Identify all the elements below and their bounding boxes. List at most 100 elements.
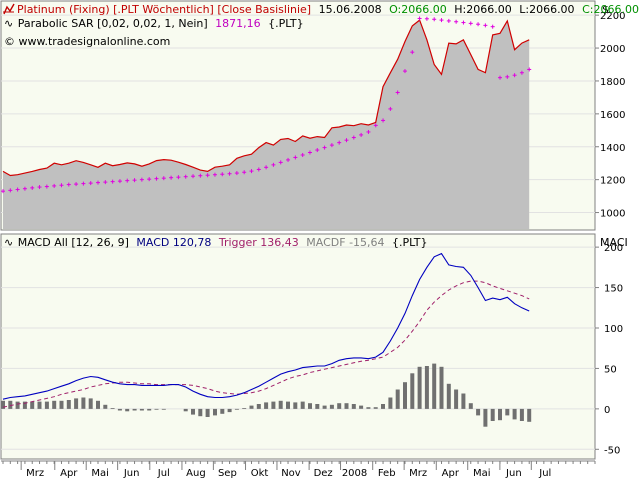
macdf-bar: [410, 373, 415, 409]
macd-y-tick-label: 50: [604, 364, 617, 375]
x-tick-label: Jul: [157, 468, 170, 479]
macd-line: [2, 252, 530, 400]
price-y-tick-label: 1600: [600, 110, 625, 121]
sar-point: [454, 19, 459, 24]
sar-point: [59, 183, 64, 188]
macdf-bar: [139, 408, 144, 411]
macdf-bar: [132, 408, 137, 411]
sar-point: [351, 135, 356, 140]
price-close-line: [2, 19, 530, 177]
sar-point: [395, 90, 400, 95]
sar-point: [96, 180, 101, 185]
sar-point: [176, 175, 181, 180]
sar-point: [74, 182, 79, 187]
sar-point: [242, 170, 247, 175]
macdf-bar: [234, 408, 239, 410]
macdf-bar: [278, 400, 283, 409]
x-tick-label: Okt: [251, 468, 269, 479]
sar-title: Parabolic SAR [0,02, 0,02, 1, Nein]: [18, 17, 208, 30]
macdf-bar: [461, 393, 466, 409]
macdf-bar: [322, 405, 327, 409]
sar-point: [110, 179, 115, 184]
sar-point: [103, 180, 108, 185]
macdf-bar: [66, 400, 71, 409]
sar-point: [337, 140, 342, 145]
sar-point: [256, 167, 261, 172]
price-legend: Platinum (Fixing) [.PLT Wöchentlich] [Cl…: [3, 3, 639, 48]
price-legend-line-2: ∿ Parabolic SAR [0,02, 0,02, 1, Nein] 18…: [4, 17, 304, 30]
macdf-value: MACDF -15,64: [306, 236, 384, 249]
copyright-text: © www.tradesignalonline.com: [4, 35, 170, 48]
macdf-bar: [293, 402, 298, 409]
macdf-bar: [432, 363, 437, 409]
sar-point: [344, 138, 349, 143]
macdf-bar: [315, 404, 320, 409]
macd-legend: ∿ MACD All [12, 26, 9] MACD 120,78 Trigg…: [4, 236, 428, 249]
sar-point: [359, 132, 364, 137]
sar-point: [117, 179, 122, 184]
macdf-bar: [512, 408, 517, 420]
x-tick-label: Feb: [378, 468, 396, 479]
sar-point: [44, 184, 49, 189]
indicator-label: MACI: [600, 236, 628, 249]
macdf-bar: [403, 382, 407, 409]
sar-point: [410, 50, 415, 55]
instrument-label: Platinum (Fixing) [.PLT Wöchentlich] [Cl…: [17, 3, 311, 16]
macdf-bar: [242, 408, 247, 409]
sar-point: [264, 165, 269, 170]
price-y-tick-label: 2000: [600, 44, 625, 55]
macdf-bar: [351, 404, 356, 409]
trend-icon: [3, 3, 15, 15]
macd-y-tick-label: 150: [604, 284, 623, 295]
sar-point: [227, 171, 232, 176]
sar-point: [476, 22, 481, 27]
x-axis-ticks: [2, 461, 596, 464]
macdf-bar: [490, 408, 495, 421]
sar-point: [161, 176, 166, 181]
sar-point: [446, 18, 451, 23]
x-tick-label: Mai: [91, 468, 109, 479]
sar-point: [468, 21, 473, 26]
macdf-bar: [154, 408, 159, 410]
macdf-bar: [381, 404, 385, 409]
macd-y-tick-label: 0: [604, 405, 610, 416]
price-y-tick-label: 1400: [600, 143, 625, 154]
macdf-bar: [329, 404, 334, 409]
sar-point: [66, 182, 71, 187]
sar-point: [424, 16, 429, 21]
sar-point: [322, 145, 327, 150]
macd-title: MACD All [12, 26, 9]: [18, 236, 129, 249]
sar-point: [527, 67, 532, 72]
price-y-tick-label: 2200: [600, 11, 625, 22]
x-tick-label: Dez: [314, 468, 333, 479]
sar-point: [293, 155, 298, 160]
sar-point: [483, 23, 488, 28]
macdf-bar: [249, 405, 254, 409]
sar-point: [1, 189, 5, 194]
trigger-value: Trigger 136,43: [218, 236, 299, 249]
macdf-bar: [337, 403, 342, 409]
macdf-bar: [344, 403, 349, 409]
macd-y-tick-label: -50: [604, 445, 620, 456]
sar-point: [490, 24, 495, 29]
sar-point: [461, 20, 466, 25]
macdf-bar: [271, 401, 276, 409]
macd-gridlines: [1, 246, 595, 450]
sar-point: [300, 152, 305, 157]
macdf-bar: [446, 383, 451, 409]
sar-point: [220, 172, 225, 177]
macd-value: MACD 120,78: [136, 236, 211, 249]
macdf-bar: [88, 398, 93, 409]
macd-symbol: {.PLT}: [392, 236, 427, 249]
macd-y-axis: -50 0 50 100 150 200: [595, 243, 623, 456]
macdf-bar: [264, 402, 269, 409]
macdf-bar: [125, 408, 130, 412]
sar-point: [381, 118, 386, 123]
macdf-bar: [103, 404, 108, 409]
sar-point: [432, 17, 437, 22]
sar-point: [307, 150, 312, 155]
sar-point: [37, 185, 42, 190]
macdf-bar: [15, 401, 20, 409]
macd-panel: [0, 233, 596, 460]
macdf-histogram: [1, 363, 532, 427]
